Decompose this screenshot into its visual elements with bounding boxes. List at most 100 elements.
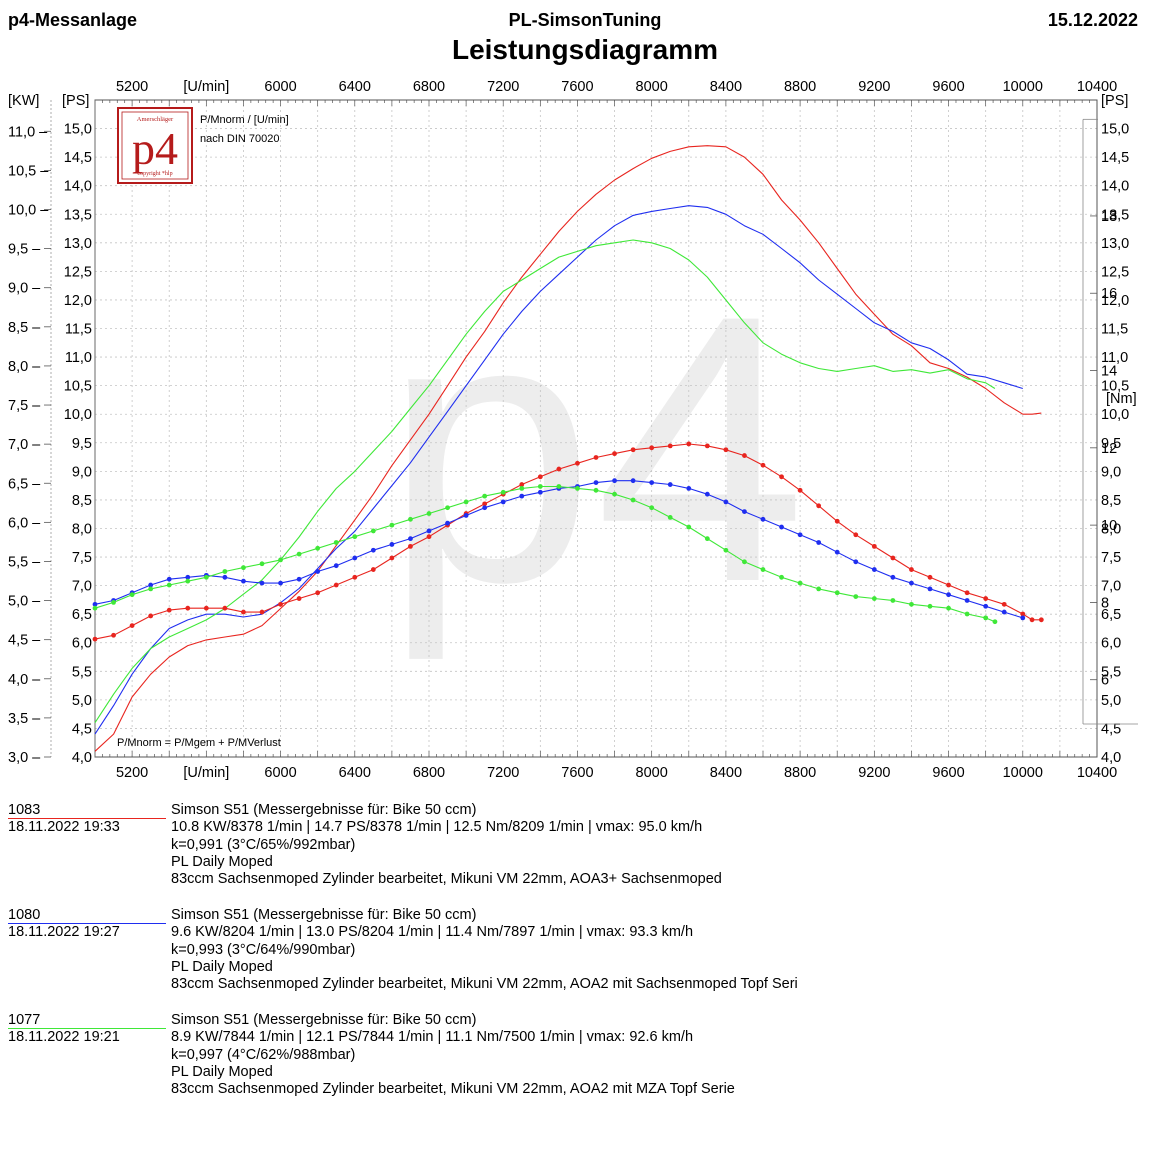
kw-tick-label: 6,5 – (8, 476, 41, 492)
ps-tick-label-left: 10,0 (64, 407, 92, 423)
kw-tick-label: 10,5 – (8, 163, 49, 179)
kw-tick-label: 4,0 – (8, 672, 41, 688)
series-torque-point-1083 (389, 555, 395, 561)
kw-tick-label: 9,0 – (8, 281, 41, 297)
series-torque-point-1077 (111, 600, 116, 605)
series-power-line-1077 (94, 239, 996, 724)
run-detail-line: PL Daily Moped (171, 853, 273, 870)
series-torque-point-1080 (482, 505, 488, 511)
series-power-line-1083 (94, 145, 1042, 752)
ps-tick-label-left: 14,5 (64, 150, 92, 166)
series-torque-point-1077 (834, 590, 840, 596)
series-torque-point-1080 (630, 478, 636, 484)
series-torque-point-1083 (203, 605, 209, 611)
x-tick-label-bottom: 10000 (1003, 765, 1043, 781)
series-torque-point-1083 (315, 590, 321, 596)
series-torque-point-1077 (259, 561, 265, 567)
series-torque-point-1083 (779, 474, 784, 480)
series-torque-point-1077 (519, 486, 525, 491)
x-tick-label-top: 6800 (413, 79, 445, 95)
series-torque-point-1080 (500, 499, 506, 505)
run-detail-line: Simson S51 (Messergebnisse für: Bike 50 … (171, 1012, 477, 1028)
series-torque-point-1077 (742, 559, 747, 565)
ps-tick-label-left: 12,5 (64, 264, 92, 280)
ps-tick-label-left: 4,5 (72, 721, 92, 737)
nm-tick-label: 12 (1101, 441, 1117, 457)
norm-note: nach DIN 70020 (200, 133, 280, 145)
ps-tick-label-left: 14,0 (64, 179, 92, 195)
series-torque-point-1083 (667, 443, 673, 449)
series-torque-point-1083 (983, 596, 989, 601)
run-color-line (8, 923, 166, 924)
nm-tick-label: 14 (1101, 364, 1117, 380)
ps-tick-label-right: 13,5 (1101, 207, 1129, 223)
x-tick-label-top: 7200 (487, 79, 519, 95)
ps-tick-label-left: 13,5 (64, 207, 92, 223)
kw-tick-label: 8,5 – (8, 320, 41, 336)
ps-tick-label-right: 4,0 (1101, 750, 1121, 766)
ps-tick-label-left: 11,0 (65, 350, 92, 366)
header-center: PL-SimsonTuning (508, 10, 662, 30)
series-torque-point-1077 (593, 487, 599, 493)
watermark-p4: p4 (384, 236, 807, 663)
run-detail-line: k=0,991 (3°C/65%/992mbar) (171, 836, 356, 853)
run-id: 1083 (8, 802, 41, 818)
x-tick-label-bottom: 6400 (339, 765, 371, 781)
run-detail-line: 83ccm Sachsenmoped Zylinder bearbeitet, … (171, 871, 722, 888)
dyno-chart: p4 5200 5200 6000 6000 6400 6400 6800 6800 7200 72… (8, 79, 1138, 781)
series-torque-point-1077 (927, 603, 933, 609)
series-torque-point-1083 (575, 460, 580, 466)
x-tick-label-bottom: 9600 (932, 765, 964, 781)
run-color-line (8, 818, 166, 819)
run-detail-line: 10.8 KW/8378 1/min | 14.7 PS/8378 1/min … (171, 819, 703, 836)
series-torque-point-1077 (129, 592, 135, 598)
ps-tick-label-left: 7,5 (72, 550, 92, 566)
series-torque-point-1083 (352, 574, 358, 580)
ps-tick-label-left: 10,5 (64, 379, 92, 395)
series-torque-point-1083 (927, 574, 933, 580)
series-torque-point-1080 (834, 549, 840, 555)
series-torque-point-1077 (408, 516, 413, 522)
ps-tick-label-left: 8,0 (72, 521, 92, 537)
logo-top-text: Amerschläger (137, 116, 174, 123)
ps-tick-label-right: 12,0 (1101, 293, 1129, 309)
run-details: Simson S51 (Messergebnisse für: Bike 50 … (171, 907, 861, 993)
series-torque-point-1083 (259, 609, 265, 615)
series-torque-point-1083 (185, 605, 191, 611)
series-torque-point-1080 (649, 480, 655, 486)
x-tick-label-top: 6000 (264, 79, 296, 95)
series-torque-point-1077 (445, 505, 450, 511)
ps-tick-label-right: 6,5 (1101, 607, 1121, 623)
ps-tick-label-right: 14,5 (1101, 150, 1129, 166)
run-detail-line: 83ccm Sachsenmoped Zylinder bearbeitet, … (171, 976, 798, 993)
run-date: 18.11.2022 19:33 (8, 819, 120, 835)
ps-tick-label-right: 8,5 (1101, 493, 1121, 509)
kw-tick-label: 6,0 – (8, 515, 41, 531)
series-torque-point-1077 (797, 580, 803, 586)
series-torque-point-1083 (148, 613, 154, 619)
ps-tick-label-left: 15,0 (64, 122, 92, 138)
series-torque-point-1077 (426, 511, 432, 516)
logo-frame (117, 107, 193, 184)
series-torque-point-1083 (723, 447, 729, 453)
ps-tick-label-right: 13,0 (1101, 236, 1129, 252)
series-torque-point-1077 (992, 619, 998, 625)
series-torque-line-1077 (94, 485, 996, 623)
header-date: 15.12.2022 (1047, 10, 1138, 30)
series-torque-point-1083 (964, 590, 970, 596)
series-torque-point-1077 (148, 586, 154, 592)
x-tick-label-top: 9200 (858, 79, 890, 95)
series-torque-point-1083 (1001, 601, 1007, 607)
series-torque-point-1083 (909, 567, 914, 572)
series-torque-point-1083 (222, 605, 228, 611)
series-torque-point-1077 (315, 545, 321, 551)
series-torque-point-1083 (166, 607, 172, 613)
ps-tick-label-right: 11,5 (1101, 322, 1128, 338)
series-torque-point-1080 (1020, 615, 1026, 621)
series-torque-point-1077 (203, 574, 209, 580)
series-torque-point-1083 (946, 582, 951, 588)
run-detail-line: PL Daily Moped (171, 1063, 273, 1080)
series-torque-point-1077 (630, 497, 636, 503)
series-torque-point-1080 (222, 574, 228, 580)
x-tick-label-top: 10000 (1003, 79, 1043, 95)
